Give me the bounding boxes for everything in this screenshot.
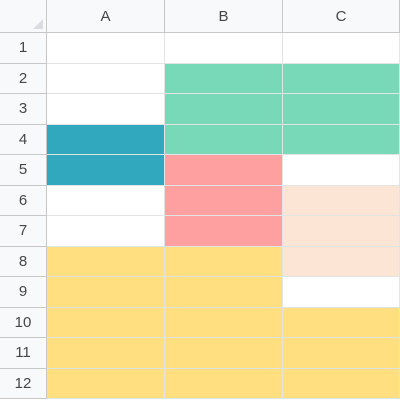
cell-b2[interactable] (165, 63, 283, 94)
select-all-corner[interactable] (0, 0, 47, 33)
cell-a11[interactable] (47, 338, 165, 369)
cell-b6[interactable] (165, 185, 283, 216)
cell-c4[interactable] (283, 124, 400, 155)
cell-c5[interactable] (283, 155, 400, 186)
row-header-9[interactable]: 9 (0, 277, 47, 308)
cell-a12[interactable] (47, 368, 165, 399)
cell-a1[interactable] (47, 33, 165, 64)
column-header-a[interactable]: A (47, 0, 165, 33)
row-header-5[interactable]: 5 (0, 155, 47, 186)
cell-a3[interactable] (47, 94, 165, 125)
cell-b8[interactable] (165, 246, 283, 277)
cell-b1[interactable] (165, 33, 283, 64)
row-header-8[interactable]: 8 (0, 246, 47, 277)
cell-a2[interactable] (47, 63, 165, 94)
cell-b11[interactable] (165, 338, 283, 369)
row-header-11[interactable]: 11 (0, 338, 47, 369)
cell-a9[interactable] (47, 277, 165, 308)
cell-c12[interactable] (283, 368, 400, 399)
row-header-4[interactable]: 4 (0, 124, 47, 155)
cell-a10[interactable] (47, 307, 165, 338)
cell-a5[interactable] (47, 155, 165, 186)
cell-b12[interactable] (165, 368, 283, 399)
cell-b4[interactable] (165, 124, 283, 155)
row-header-6[interactable]: 6 (0, 185, 47, 216)
select-all-triangle-icon (33, 19, 43, 29)
cell-c11[interactable] (283, 338, 400, 369)
column-header-b[interactable]: B (165, 0, 283, 33)
cell-c7[interactable] (283, 216, 400, 247)
cell-b7[interactable] (165, 216, 283, 247)
cell-c6[interactable] (283, 185, 400, 216)
cell-b5[interactable] (165, 155, 283, 186)
row-header-10[interactable]: 10 (0, 307, 47, 338)
cell-a4[interactable] (47, 124, 165, 155)
cell-a8[interactable] (47, 246, 165, 277)
row-header-3[interactable]: 3 (0, 94, 47, 125)
cell-a7[interactable] (47, 216, 165, 247)
cell-c8[interactable] (283, 246, 400, 277)
cell-c1[interactable] (283, 33, 400, 64)
row-header-1[interactable]: 1 (0, 33, 47, 64)
cell-c2[interactable] (283, 63, 400, 94)
cell-a6[interactable] (47, 185, 165, 216)
cell-c3[interactable] (283, 94, 400, 125)
cell-c10[interactable] (283, 307, 400, 338)
cell-c9[interactable] (283, 277, 400, 308)
column-header-c[interactable]: C (283, 0, 400, 33)
row-header-12[interactable]: 12 (0, 368, 47, 399)
cell-b3[interactable] (165, 94, 283, 125)
row-header-2[interactable]: 2 (0, 63, 47, 94)
cell-b9[interactable] (165, 277, 283, 308)
cell-b10[interactable] (165, 307, 283, 338)
row-header-7[interactable]: 7 (0, 216, 47, 247)
